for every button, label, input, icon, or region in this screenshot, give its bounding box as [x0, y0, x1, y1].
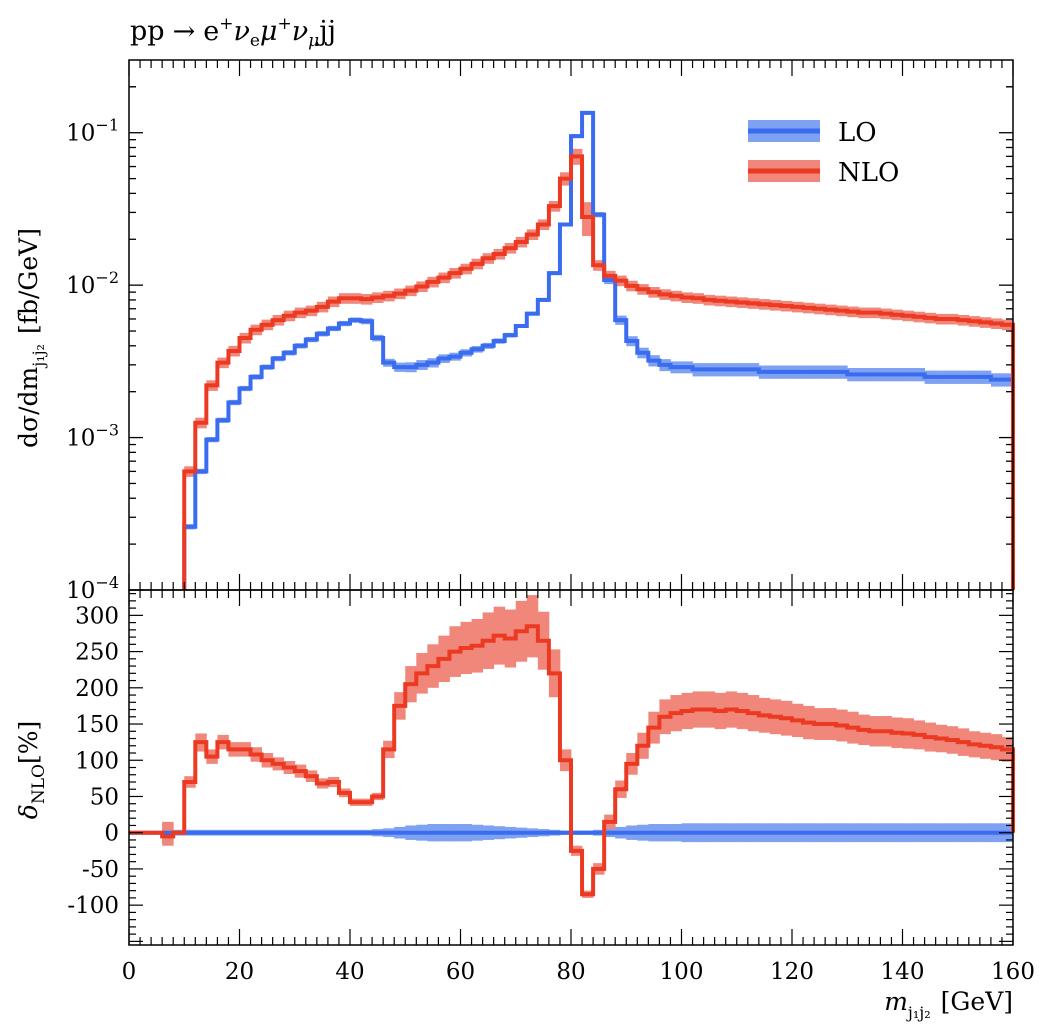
- lower-lines: [129, 624, 1015, 897]
- lower-y-tick-label-7: -50: [82, 857, 119, 883]
- upper-y-tick-label-2: 10−3: [66, 421, 119, 452]
- lower-y-axis-title: δNLO[%]: [14, 721, 49, 819]
- upper-panel: 10−1 10−2 10−3 10−4: [66, 59, 1015, 604]
- upper-y-axis-title: dσ/dmj₁j₂[fb/GeV]: [14, 228, 48, 448]
- lower-y-tick-labels: 300 250 200 150 100 50 0 -50 -100: [67, 603, 119, 919]
- lower-y-tick-label-3: 150: [75, 712, 119, 738]
- upper-line-lo: [182, 110, 1015, 590]
- lower-bands: [162, 595, 1014, 898]
- lower-line-nlo: [129, 624, 1015, 897]
- lower-y-tick-label-0: 300: [75, 603, 119, 629]
- x-tick-label-3: 60: [446, 959, 475, 985]
- x-tick-label-2: 40: [335, 959, 364, 985]
- lower-panel: 300 250 200 150 100 50 0 -50 -100 0 20 40 60 80 100 12…: [67, 589, 1035, 985]
- upper-line-nlo: [182, 154, 1015, 590]
- lower-y-tick-label-5: 50: [90, 784, 119, 810]
- lower-y-tick-label-2: 200: [75, 676, 119, 702]
- upper-y-tick-label-3: 10−4: [66, 573, 119, 604]
- x-tick-label-4: 80: [556, 959, 585, 985]
- x-tick-label-8: 160: [991, 959, 1035, 985]
- x-tick-label-1: 20: [225, 959, 254, 985]
- legend: LO NLO: [748, 118, 899, 188]
- lower-y-tick-label-6: 0: [104, 821, 119, 847]
- upper-ticks: [128, 60, 1014, 591]
- upper-y-tick-label-0: 10−1: [66, 116, 119, 147]
- legend-lo-label: LO: [838, 118, 877, 148]
- upper-lines: [182, 110, 1015, 590]
- legend-nlo-label: NLO: [838, 158, 899, 188]
- x-tick-label-5: 100: [660, 959, 704, 985]
- lower-y-tick-label-4: 100: [75, 748, 119, 774]
- chart-title: pp → e+νeμ+νμjj: [130, 14, 336, 51]
- upper-y-tick-label-1: 10−2: [66, 268, 119, 299]
- lower-y-tick-label-1: 250: [75, 640, 119, 666]
- lower-y-tick-label-8: -100: [67, 893, 119, 919]
- x-axis-title: mj₁j₂ [GeV]: [884, 987, 1013, 1022]
- lower-frame: [128, 589, 1014, 946]
- upper-y-tick-labels: 10−1 10−2 10−3 10−4: [66, 116, 119, 604]
- x-tick-label-6: 120: [770, 959, 814, 985]
- x-tick-label-0: 0: [122, 959, 137, 985]
- x-tick-labels: 0 20 40 60 80 100 120 140 160: [122, 959, 1035, 985]
- x-tick-label-7: 140: [881, 959, 925, 985]
- upper-band-nlo-41: [582, 202, 594, 237]
